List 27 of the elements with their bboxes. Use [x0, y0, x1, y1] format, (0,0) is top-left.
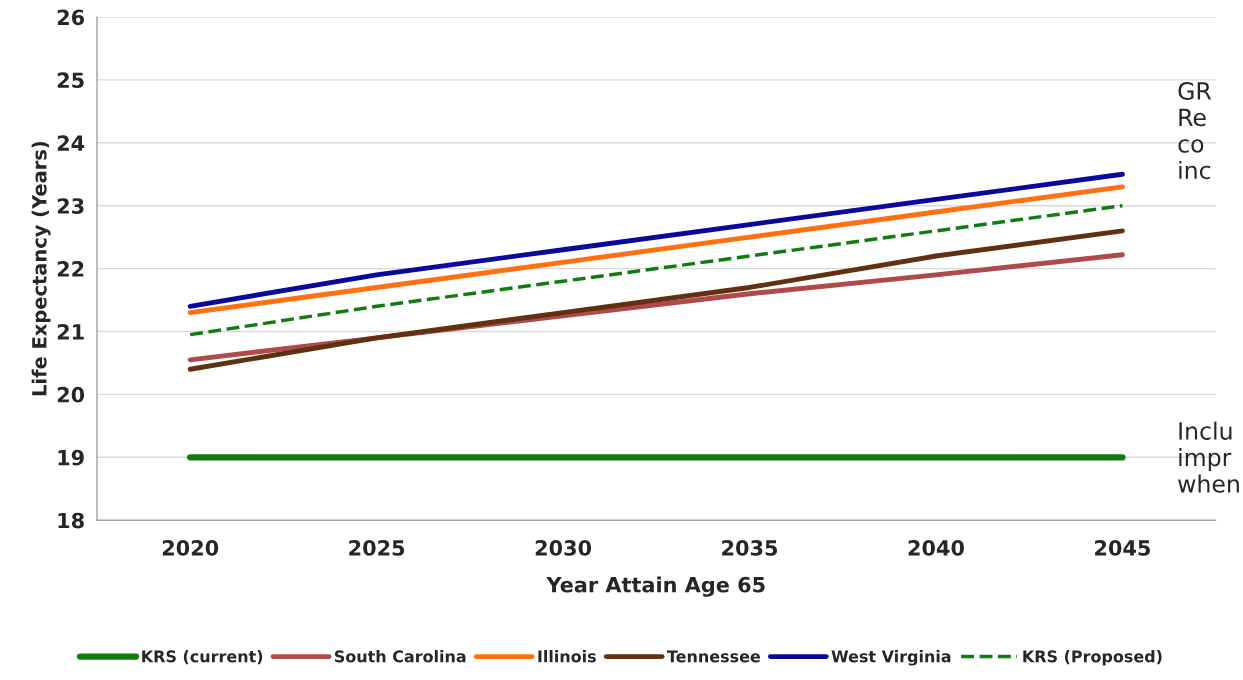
x-tick-label: 2025 — [349, 540, 405, 556]
y-tick-label: 19 — [58, 449, 84, 466]
y-axis-title: Life Expectancy (Years) — [31, 141, 51, 396]
legend-label: Illinois — [538, 650, 596, 663]
y-tick-label: 18 — [58, 512, 84, 529]
legend-label: KRS (current) — [142, 650, 263, 665]
x-tick-label: 2020 — [162, 540, 219, 556]
x-tick-label: 2030 — [535, 540, 592, 556]
x-tick-label: 2045 — [1095, 540, 1150, 556]
line-series — [187, 228, 1125, 372]
y-tick-label: 23 — [57, 198, 84, 214]
x-tick-label: 2040 — [908, 540, 964, 556]
y-tick-label: 20 — [57, 386, 85, 403]
y-tick-label: 24 — [57, 135, 85, 151]
annotation: Inclu impr when — [1178, 421, 1239, 493]
legend-label: Tennessee — [666, 650, 760, 663]
annotation: GR Re co inc — [1178, 82, 1212, 180]
legend-label: South Carolina — [334, 650, 466, 663]
line-series — [188, 203, 1125, 337]
y-tick-label: 26 — [57, 9, 85, 26]
y-tick-label: 21 — [57, 323, 84, 340]
x-tick-label: 2035 — [722, 540, 778, 556]
x-axis-title: Year Attain Age 65 — [546, 576, 765, 597]
y-tick-label: 25 — [57, 72, 84, 89]
y-tick-label: 22 — [57, 261, 84, 277]
legend-label: West Virginia — [831, 650, 951, 666]
legend-label: KRS (Proposed) — [1023, 650, 1162, 666]
